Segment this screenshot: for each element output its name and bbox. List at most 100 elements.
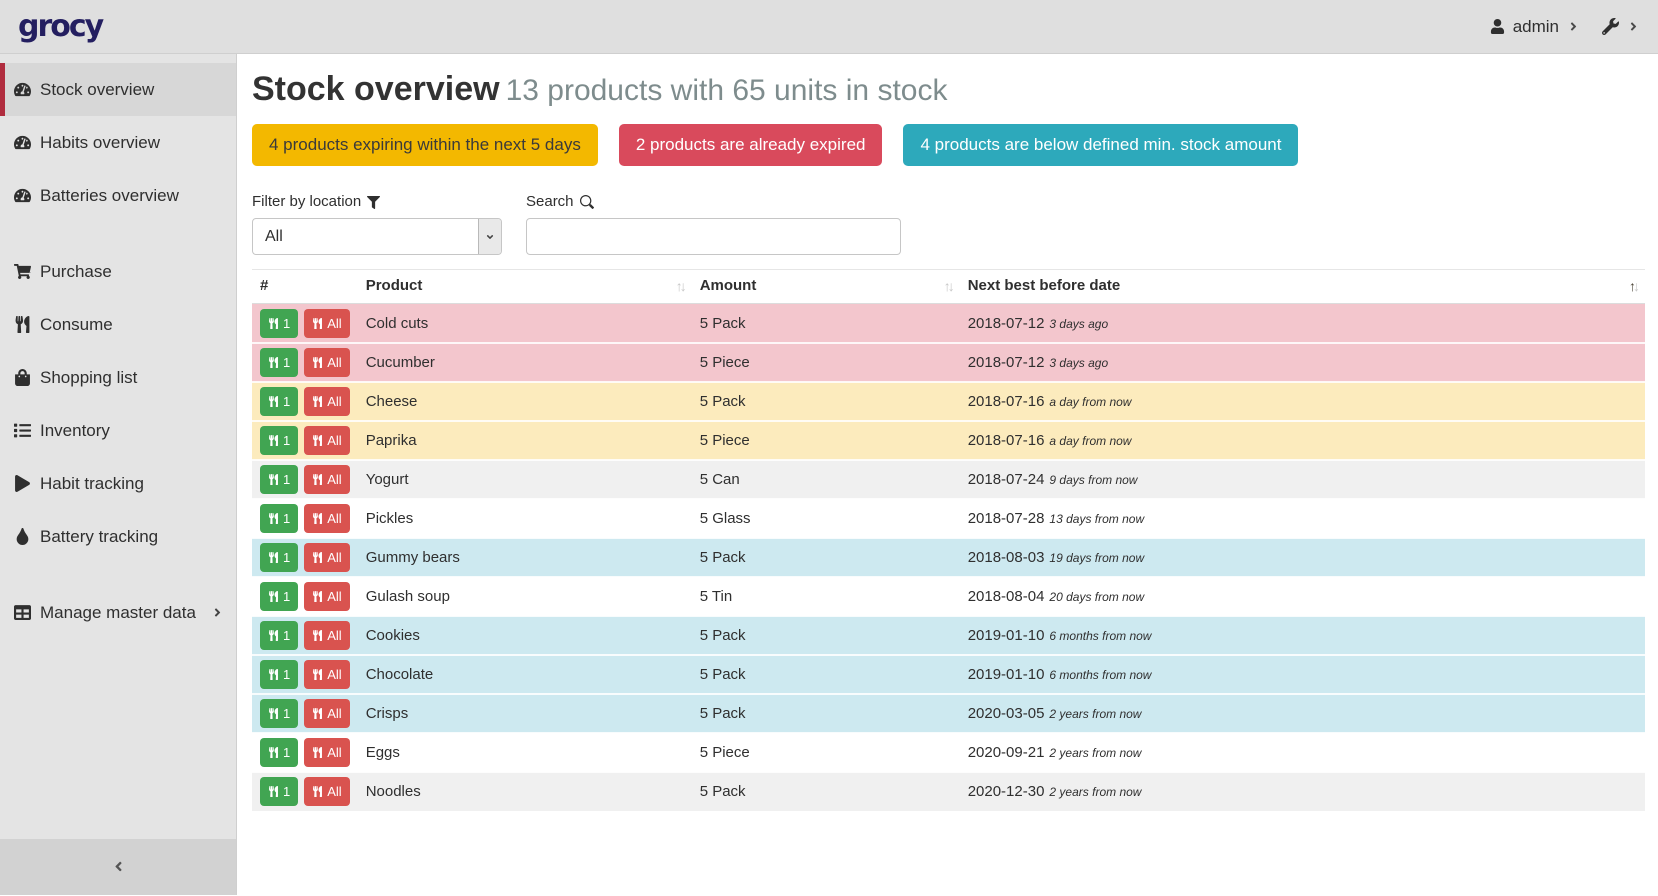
amount-cell: 5 Piece	[692, 733, 960, 772]
tachometer-icon	[14, 187, 31, 204]
status-badge[interactable]: 4 products are below defined min. stock …	[903, 124, 1298, 166]
table-row: 1AllGummy bears5 Pack2018-08-0319 days f…	[252, 538, 1645, 577]
chevron-down-icon	[485, 228, 495, 246]
page-title: Stock overview	[252, 70, 500, 108]
utensils-icon	[268, 435, 279, 446]
chevron-down-icon	[485, 232, 495, 242]
sidebar-item-habit-tracking[interactable]: Habit tracking	[0, 457, 236, 510]
consume-all-button[interactable]: All	[304, 426, 349, 455]
sidebar-item-consume[interactable]: Consume	[0, 298, 236, 351]
chevron-right-icon	[1627, 18, 1640, 36]
utensils-icon	[268, 747, 279, 758]
consume-all-button[interactable]: All	[304, 543, 349, 572]
sidebar: Stock overviewHabits overviewBatteries o…	[0, 54, 237, 895]
page-header: Stock overview13 products with 65 units …	[252, 70, 1645, 109]
consume-one-button[interactable]: 1	[260, 387, 298, 416]
sidebar-item-manage-master-data[interactable]: Manage master data	[0, 586, 236, 639]
best-before-cell: 2018-08-0319 days from now	[960, 538, 1645, 577]
amount-cell: 5 Can	[692, 460, 960, 499]
consume-one-button[interactable]: 1	[260, 426, 298, 455]
consume-one-button[interactable]: 1	[260, 699, 298, 728]
consume-all-button[interactable]: All	[304, 582, 349, 611]
location-select[interactable]: All	[252, 218, 502, 255]
droplet-icon	[14, 528, 31, 545]
column-header-product[interactable]: Product↑↓	[358, 270, 692, 304]
relative-time: 3 days ago	[1049, 356, 1108, 370]
sidebar-item-batteries-overview[interactable]: Batteries overview	[0, 169, 236, 222]
consume-all-button[interactable]: All	[304, 621, 349, 650]
utensils-icon	[312, 318, 323, 329]
status-badge[interactable]: 2 products are already expired	[619, 124, 883, 166]
status-badges: 4 products expiring within the next 5 da…	[252, 124, 1645, 166]
status-badge[interactable]: 4 products expiring within the next 5 da…	[252, 124, 598, 166]
utensils-icon	[268, 552, 279, 563]
amount-cell: 5 Pack	[692, 655, 960, 694]
consume-one-button[interactable]: 1	[260, 738, 298, 767]
consume-all-button[interactable]: All	[304, 738, 349, 767]
sidebar-item-shopping-list[interactable]: Shopping list	[0, 351, 236, 404]
sort-icon[interactable]: ↑↓	[1629, 278, 1637, 294]
best-before-cell: 2018-07-2813 days from now	[960, 499, 1645, 538]
column-header-next-best-before-date[interactable]: Next best before date↑↓	[960, 270, 1645, 304]
table-row: 1AllChocolate5 Pack2019-01-106 months fr…	[252, 655, 1645, 694]
consume-all-button[interactable]: All	[304, 699, 349, 728]
product-cell: Gulash soup	[358, 577, 692, 616]
consume-one-button[interactable]: 1	[260, 777, 298, 806]
search-label: Search	[526, 193, 901, 210]
consume-all-button[interactable]: All	[304, 660, 349, 689]
consume-one-button[interactable]: 1	[260, 465, 298, 494]
consume-one-button[interactable]: 1	[260, 309, 298, 338]
consume-all-button[interactable]: All	[304, 465, 349, 494]
relative-time: 19 days from now	[1049, 551, 1144, 565]
consume-all-button[interactable]: All	[304, 387, 349, 416]
sidebar-item-purchase[interactable]: Purchase	[0, 245, 236, 298]
amount-cell: 5 Pack	[692, 694, 960, 733]
consume-all-button[interactable]: All	[304, 348, 349, 377]
table-row: 1AllYogurt5 Can2018-07-249 days from now	[252, 460, 1645, 499]
chevron-right-icon	[1567, 20, 1580, 33]
consume-one-button[interactable]: 1	[260, 543, 298, 572]
settings-menu[interactable]	[1602, 18, 1640, 36]
sort-icon[interactable]: ↑↓	[944, 278, 952, 294]
amount-cell: 5 Piece	[692, 343, 960, 382]
sidebar-item-inventory[interactable]: Inventory	[0, 404, 236, 457]
consume-one-button[interactable]: 1	[260, 660, 298, 689]
chevron-left-icon	[111, 858, 126, 876]
utensils-icon	[312, 396, 323, 407]
consume-one-button[interactable]: 1	[260, 504, 298, 533]
relative-time: 3 days ago	[1049, 317, 1108, 331]
main-content: Stock overview13 products with 65 units …	[237, 54, 1658, 895]
sidebar-item-label: Inventory	[40, 421, 224, 441]
consume-one-button[interactable]: 1	[260, 621, 298, 650]
utensils-icon	[312, 786, 323, 797]
consume-one-button[interactable]: 1	[260, 582, 298, 611]
utensils-icon	[268, 357, 279, 368]
sidebar-item-habits-overview[interactable]: Habits overview	[0, 116, 236, 169]
utensils-icon	[268, 513, 279, 524]
consume-all-button[interactable]: All	[304, 309, 349, 338]
utensils-icon	[312, 669, 323, 680]
consume-all-button[interactable]: All	[304, 504, 349, 533]
utensils-icon	[312, 513, 323, 524]
column-header-amount[interactable]: Amount↑↓	[692, 270, 960, 304]
app-logo[interactable]: grocy	[18, 9, 102, 44]
sidebar-item-battery-tracking[interactable]: Battery tracking	[0, 510, 236, 563]
search-input[interactable]	[526, 218, 901, 255]
utensils-icon	[312, 552, 323, 563]
relative-time: 6 months from now	[1049, 668, 1151, 682]
relative-time: 13 days from now	[1049, 512, 1144, 526]
sidebar-collapse-button[interactable]	[0, 839, 236, 895]
utensils-icon	[312, 474, 323, 485]
consume-all-button[interactable]: All	[304, 777, 349, 806]
wrench-icon	[1602, 18, 1619, 36]
sidebar-item-stock-overview[interactable]: Stock overview	[0, 63, 236, 116]
select-dropdown-button[interactable]	[478, 219, 501, 254]
amount-cell: 5 Pack	[692, 538, 960, 577]
best-before-cell: 2020-12-302 years from now	[960, 772, 1645, 811]
user-menu[interactable]: admin	[1490, 17, 1580, 37]
user-name-label: admin	[1513, 17, 1559, 37]
best-before-cell: 2019-01-106 months from now	[960, 616, 1645, 655]
tachometer-icon	[14, 134, 31, 151]
consume-one-button[interactable]: 1	[260, 348, 298, 377]
sort-icon[interactable]: ↑↓	[676, 278, 684, 294]
